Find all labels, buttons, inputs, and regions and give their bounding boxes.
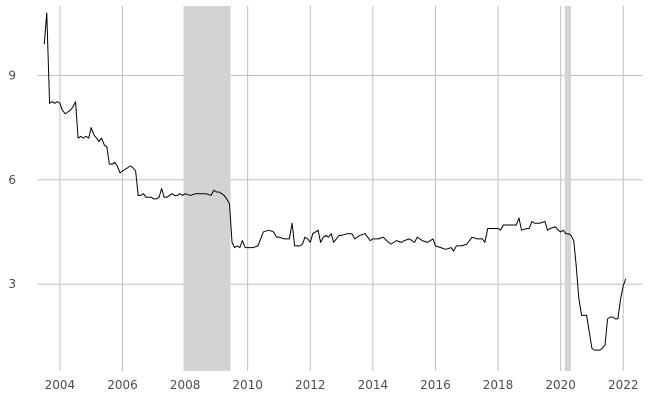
series-line <box>43 12 627 351</box>
y-tick-label: 6 <box>8 173 16 187</box>
x-tick-label: 2020 <box>545 378 576 392</box>
recession-shading-layer <box>183 6 571 371</box>
x-tick-label: 2008 <box>170 378 201 392</box>
grid-layer <box>38 6 642 371</box>
x-tick-label: 2018 <box>483 378 514 392</box>
x-tick-label: 2006 <box>107 378 138 392</box>
y-tick-label: 3 <box>8 277 16 291</box>
shaded-period <box>564 6 571 371</box>
x-tick-label: 2004 <box>45 378 76 392</box>
x-tick-label: 2014 <box>358 378 389 392</box>
y-tick-label: 9 <box>8 69 16 83</box>
y-axis: 3 6 9 <box>8 69 16 292</box>
x-tick-label: 2022 <box>608 378 639 392</box>
x-axis: 2004 2006 2008 2010 2012 2014 2016 2018 2020 2022 <box>45 378 639 392</box>
series-layer <box>43 12 627 351</box>
x-tick-label: 2016 <box>420 378 451 392</box>
x-tick-label: 2012 <box>295 378 326 392</box>
shaded-period <box>183 6 231 371</box>
x-tick-label: 2010 <box>232 378 263 392</box>
